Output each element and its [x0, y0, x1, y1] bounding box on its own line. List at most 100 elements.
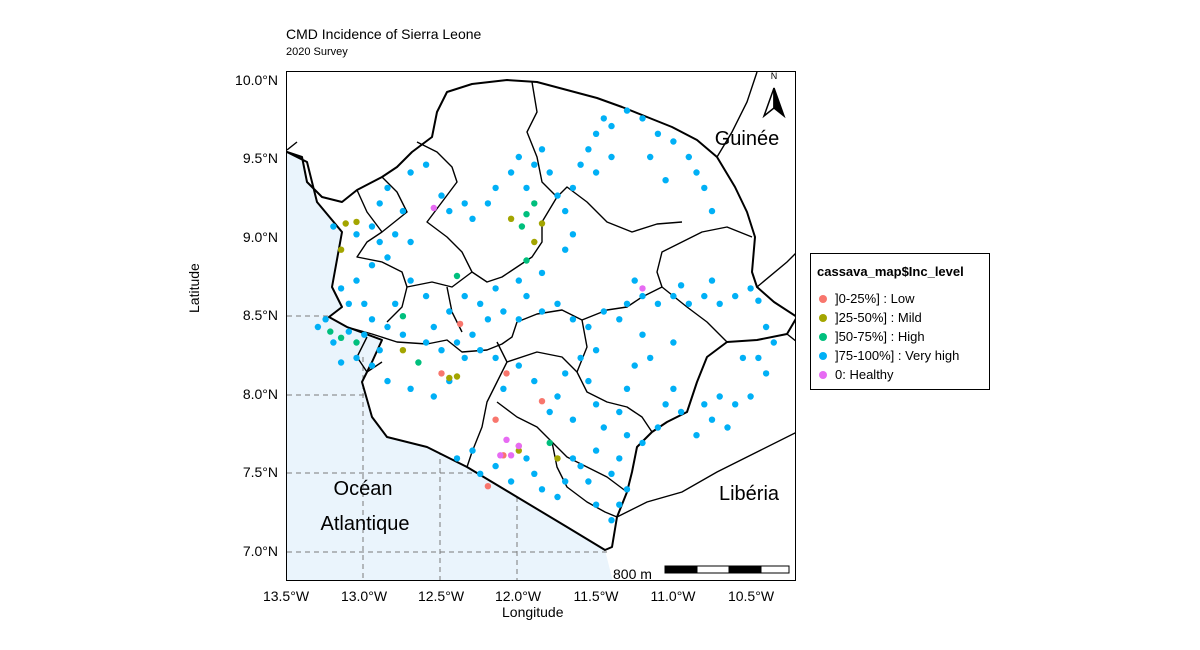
- x-tick-label: 11.5°W: [573, 588, 619, 604]
- survey-point-very-high: [507, 169, 515, 176]
- survey-point-very-high: [732, 401, 739, 408]
- survey-point-healthy: [503, 436, 510, 443]
- survey-point-very-high: [685, 153, 692, 161]
- survey-point-very-high: [500, 308, 507, 315]
- survey-point-low: [503, 370, 510, 377]
- survey-point-very-high: [554, 493, 561, 501]
- scale-bar: [664, 565, 790, 574]
- survey-point-very-high: [384, 323, 391, 331]
- legend-item-very-high: ]75-100%] : Very high: [819, 347, 959, 365]
- survey-point-very-high: [600, 308, 607, 315]
- survey-point-very-high: [507, 478, 515, 485]
- survey-point-very-high: [662, 401, 669, 408]
- survey-point-healthy: [507, 452, 515, 459]
- survey-point-very-high: [654, 130, 662, 137]
- survey-point-very-high: [368, 316, 376, 323]
- survey-point-very-high: [384, 254, 391, 261]
- y-tick-label: 9.5°N: [242, 150, 278, 166]
- survey-point-very-high: [616, 408, 623, 416]
- survey-point-very-high: [755, 297, 762, 304]
- survey-point-high: [523, 211, 530, 218]
- survey-point-very-high: [569, 455, 577, 462]
- survey-point-very-high: [353, 231, 360, 238]
- survey-point-mild: [353, 218, 360, 226]
- survey-point-very-high: [616, 455, 623, 462]
- survey-point-very-high: [616, 501, 623, 508]
- survey-point-mild: [453, 373, 461, 380]
- survey-point-very-high: [631, 362, 638, 369]
- survey-point-very-high: [399, 331, 407, 338]
- survey-point-very-high: [616, 316, 623, 323]
- survey-point-very-high: [592, 501, 600, 508]
- survey-point-very-high: [562, 478, 569, 485]
- survey-point-very-high: [585, 377, 592, 385]
- survey-point-very-high: [608, 122, 615, 130]
- survey-point-very-high: [762, 370, 770, 377]
- survey-point-mild: [538, 220, 546, 227]
- survey-point-very-high: [330, 223, 337, 230]
- survey-point-very-high: [701, 401, 708, 408]
- survey-point-very-high: [592, 447, 600, 454]
- map-panel[interactable]: N Guinée Libéria Océan Atlantique 800 m: [286, 71, 796, 581]
- survey-point-very-high: [376, 347, 383, 354]
- survey-point-very-high: [693, 432, 700, 439]
- survey-point-high: [399, 313, 407, 320]
- survey-point-very-high: [770, 339, 777, 346]
- survey-point-very-high: [353, 277, 360, 284]
- survey-point-very-high: [469, 331, 476, 338]
- survey-point-high: [531, 200, 538, 207]
- x-tick-label: 11.0°W: [650, 588, 696, 604]
- survey-point-low: [438, 370, 445, 377]
- survey-point-very-high: [608, 153, 615, 161]
- y-tick-label: 7.0°N: [242, 543, 278, 559]
- survey-point-very-high: [562, 246, 569, 253]
- survey-point-healthy: [430, 204, 437, 212]
- north-arrow-label: N: [771, 72, 778, 81]
- survey-point-very-high: [732, 292, 739, 300]
- survey-point-very-high: [546, 169, 553, 176]
- survey-point-healthy: [497, 452, 504, 459]
- survey-point-very-high: [492, 354, 499, 362]
- survey-point-very-high: [739, 354, 747, 362]
- survey-point-very-high: [492, 184, 499, 192]
- survey-point-very-high: [608, 470, 615, 477]
- survey-point-very-high: [592, 401, 600, 408]
- survey-point-very-high: [368, 262, 376, 269]
- survey-point-very-high: [422, 292, 430, 300]
- survey-point-very-high: [762, 323, 770, 331]
- survey-point-very-high: [708, 277, 716, 284]
- survey-point-very-high: [538, 269, 546, 277]
- map-canvas: N Guinée Libéria Océan Atlantique 800 m: [287, 72, 795, 580]
- survey-point-very-high: [430, 393, 437, 400]
- survey-point-very-high: [484, 316, 492, 323]
- label-guinee: Guinée: [715, 128, 780, 150]
- survey-point-high: [415, 359, 422, 366]
- survey-point-very-high: [337, 285, 345, 292]
- survey-point-healthy: [515, 442, 522, 450]
- y-axis-title: Latitude: [186, 263, 202, 313]
- survey-point-very-high: [639, 292, 646, 300]
- survey-point-very-high: [523, 292, 530, 300]
- label-ocean: Océan: [334, 478, 393, 500]
- legend-item-healthy: 0: Healthy: [819, 366, 894, 384]
- y-tick-label: 8.0°N: [242, 386, 278, 402]
- survey-point-mild: [531, 238, 538, 246]
- survey-point-very-high: [337, 359, 345, 366]
- survey-point-very-high: [600, 115, 607, 122]
- label-liberia: Libéria: [719, 483, 780, 505]
- survey-point-very-high: [755, 354, 762, 362]
- survey-point-very-high: [523, 455, 530, 462]
- survey-point-very-high: [623, 385, 631, 392]
- survey-points-layer: [314, 107, 777, 524]
- survey-point-very-high: [407, 277, 414, 284]
- survey-point-very-high: [345, 300, 352, 307]
- survey-point-very-high: [724, 424, 731, 431]
- survey-point-very-high: [345, 328, 352, 335]
- survey-point-very-high: [523, 184, 530, 192]
- survey-point-very-high: [531, 161, 538, 168]
- survey-point-high: [523, 257, 530, 264]
- survey-point-very-high: [446, 207, 453, 215]
- survey-point-very-high: [639, 439, 646, 447]
- survey-point-very-high: [500, 385, 507, 392]
- survey-point-very-high: [670, 339, 677, 346]
